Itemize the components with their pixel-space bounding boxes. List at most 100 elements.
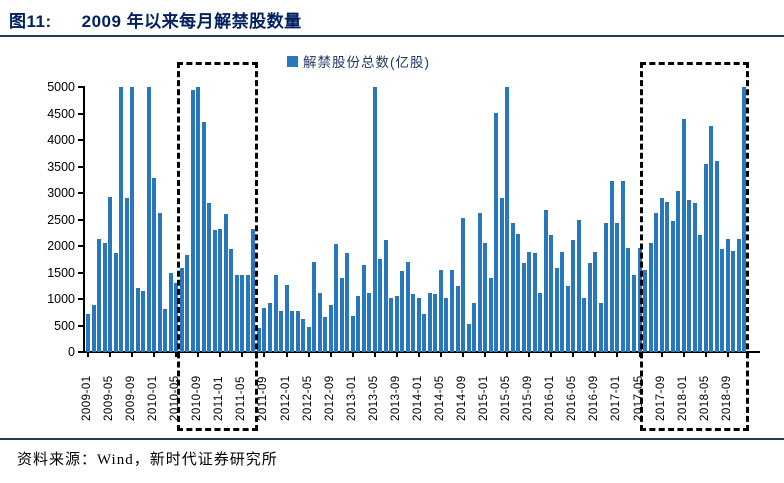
bar — [367, 293, 372, 352]
bar — [157, 212, 162, 352]
bar — [427, 293, 432, 352]
bar — [119, 87, 124, 352]
x-axis-tick — [219, 353, 222, 357]
bar — [449, 270, 454, 352]
figure-bottom-divider — [0, 438, 784, 440]
bar — [212, 230, 217, 352]
bar — [295, 310, 300, 352]
bar — [389, 297, 394, 352]
x-axis-tick-label: 2013-05 — [367, 375, 380, 421]
bar — [141, 291, 146, 352]
y-axis-tick — [78, 86, 83, 88]
bar — [488, 278, 493, 352]
bar — [494, 112, 499, 352]
y-axis-tick-label: 5000 — [47, 80, 75, 94]
y-axis-tick-label: 1500 — [47, 265, 75, 280]
bar — [483, 243, 488, 352]
bar — [543, 209, 548, 352]
x-axis-tick — [660, 353, 663, 357]
bar — [532, 252, 537, 352]
legend-swatch-icon — [287, 55, 298, 67]
bar — [510, 223, 515, 352]
x-axis-tick — [528, 353, 531, 357]
bar — [643, 270, 647, 352]
bar — [290, 310, 295, 352]
figure-number-label: 图11: — [9, 12, 52, 31]
x-axis-tick-label: 2015-09 — [522, 375, 535, 421]
y-axis-tick-label: 2500 — [47, 212, 75, 227]
bar — [692, 203, 697, 352]
bar — [174, 283, 179, 352]
x-axis-tick — [395, 353, 398, 357]
bar — [207, 203, 212, 352]
bar — [676, 190, 681, 352]
bar — [709, 126, 714, 352]
bar — [108, 196, 113, 352]
y-axis-tick-label: 4000 — [47, 133, 75, 147]
x-axis-tick — [351, 353, 354, 357]
bar — [146, 87, 151, 352]
bar — [350, 316, 355, 352]
bar — [91, 305, 96, 352]
x-axis-tick-label: 2014-05 — [433, 375, 446, 421]
y-axis-tick-label: 0 — [68, 345, 75, 359]
x-axis-tick-label: 2014-09 — [456, 375, 469, 421]
chart-legend: 解禁股份总数(亿股) — [287, 51, 430, 71]
y-axis-tick-label: 1000 — [47, 292, 75, 306]
x-axis-tick — [682, 353, 685, 357]
bar — [560, 251, 565, 352]
x-axis-tick — [307, 353, 310, 357]
bar — [400, 271, 405, 352]
bar — [571, 240, 576, 352]
bar — [405, 261, 410, 352]
x-axis-tick — [373, 353, 376, 357]
bar — [631, 274, 636, 352]
x-axis-tick-label: 2009-09 — [125, 375, 138, 421]
bar — [394, 296, 399, 352]
bar — [604, 222, 609, 352]
highlight-box — [640, 62, 750, 431]
bar — [665, 201, 670, 352]
x-axis-tick — [439, 353, 442, 357]
bar — [477, 212, 482, 352]
y-axis-tick-label: 4500 — [47, 106, 75, 121]
y-axis-tick — [78, 139, 83, 141]
bar — [659, 198, 664, 352]
bar — [86, 314, 90, 352]
x-axis-tick — [197, 353, 200, 357]
source-attribution: 资料来源：Wind，新时代证券研究所 — [17, 452, 278, 468]
bar — [455, 286, 460, 352]
y-axis-tick — [78, 324, 83, 327]
bar — [312, 261, 317, 352]
x-axis-tick-label: 2009-05 — [103, 375, 116, 421]
bar — [736, 239, 741, 352]
bar — [240, 275, 245, 352]
bar — [620, 180, 625, 352]
bar — [345, 252, 350, 352]
y-axis-tick — [78, 218, 83, 221]
bar — [742, 87, 747, 352]
bar — [554, 268, 559, 352]
bar — [637, 248, 642, 352]
x-axis-tick-label: 2014-01 — [411, 375, 424, 421]
bar — [185, 255, 190, 352]
bar — [433, 293, 438, 352]
x-axis-tick-label: 2016-09 — [588, 375, 601, 421]
bar — [598, 303, 603, 352]
bar — [576, 220, 581, 352]
bar — [703, 164, 708, 352]
y-axis-tick — [78, 192, 83, 194]
x-axis-tick — [285, 353, 288, 357]
x-axis-tick-label: 2013-09 — [389, 375, 402, 421]
x-axis-tick — [241, 353, 244, 357]
bar — [725, 239, 730, 352]
x-axis-tick-label: 2015-05 — [500, 375, 513, 421]
bar — [323, 316, 328, 352]
bar — [521, 263, 526, 352]
bar — [466, 324, 471, 352]
bar — [273, 274, 278, 352]
x-axis-tick — [131, 353, 134, 357]
highlight-box — [176, 62, 259, 431]
bar — [499, 197, 504, 352]
